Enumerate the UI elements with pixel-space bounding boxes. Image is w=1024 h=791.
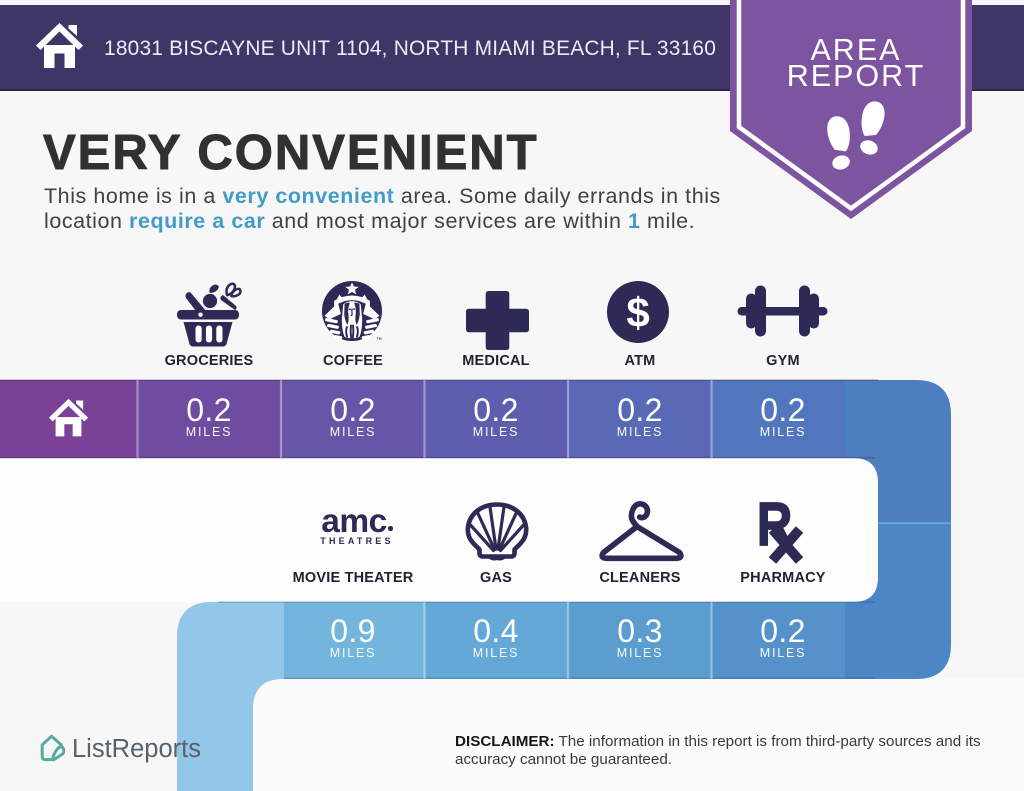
svg-text:$: $: [626, 289, 649, 336]
svg-text:REPORT: REPORT: [787, 59, 926, 93]
svg-text:™: ™: [376, 338, 382, 342]
svg-text:AREA: AREA: [810, 33, 901, 67]
